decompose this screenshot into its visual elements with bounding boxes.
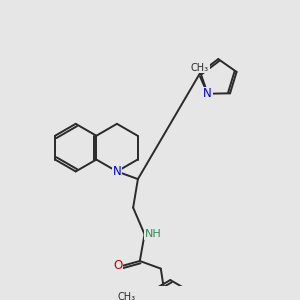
Text: NH: NH: [145, 229, 161, 239]
Text: O: O: [113, 259, 122, 272]
Text: N: N: [203, 87, 212, 100]
Text: CH₃: CH₃: [118, 292, 136, 300]
Text: N: N: [112, 165, 121, 178]
Text: CH₃: CH₃: [191, 63, 209, 73]
